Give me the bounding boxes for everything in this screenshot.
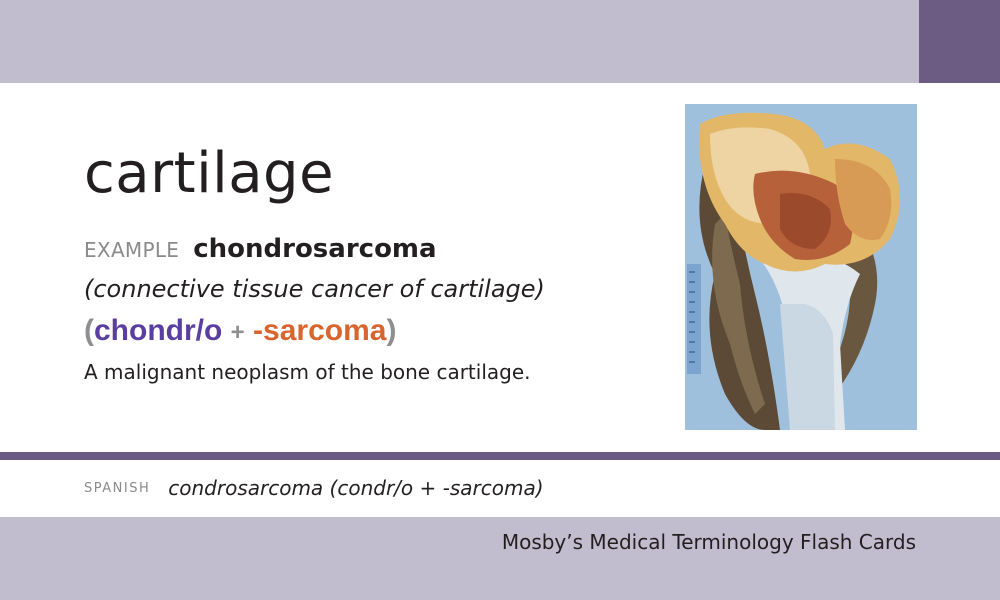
term-meaning: A malignant neoplasm of the bone cartila… [84,360,531,384]
example-word: chondrosarcoma [193,234,437,264]
example-label: EXAMPLE [84,238,180,262]
spanish-label: SPANISH [84,480,151,496]
word-breakdown: (chondr/o + -sarcoma) [84,314,396,347]
breakdown-root: chondr/o [94,314,223,347]
breakdown-suffix: -sarcoma [253,314,387,347]
example-definition: (connective tissue cancer of cartilage) [84,275,545,303]
example-line: EXAMPLE chondrosarcoma [84,236,437,262]
breakdown-plus: + [230,319,245,346]
bottom-band [0,517,1000,600]
spanish-translation: condrosarcoma (condr/o + -sarcoma) [168,476,544,500]
bone-specimen-photo [685,104,917,430]
breakdown-open-paren: ( [84,314,94,347]
section-divider [0,452,1000,460]
top-band [0,0,1000,83]
term-title: cartilage [84,141,335,206]
footer-title: Mosby’s Medical Terminology Flash Cards [501,530,916,554]
spanish-row: SPANISH condrosarcoma (condr/o + -sarcoma… [84,478,544,498]
top-accent-block [919,0,1000,83]
breakdown-close-paren: ) [386,314,397,347]
